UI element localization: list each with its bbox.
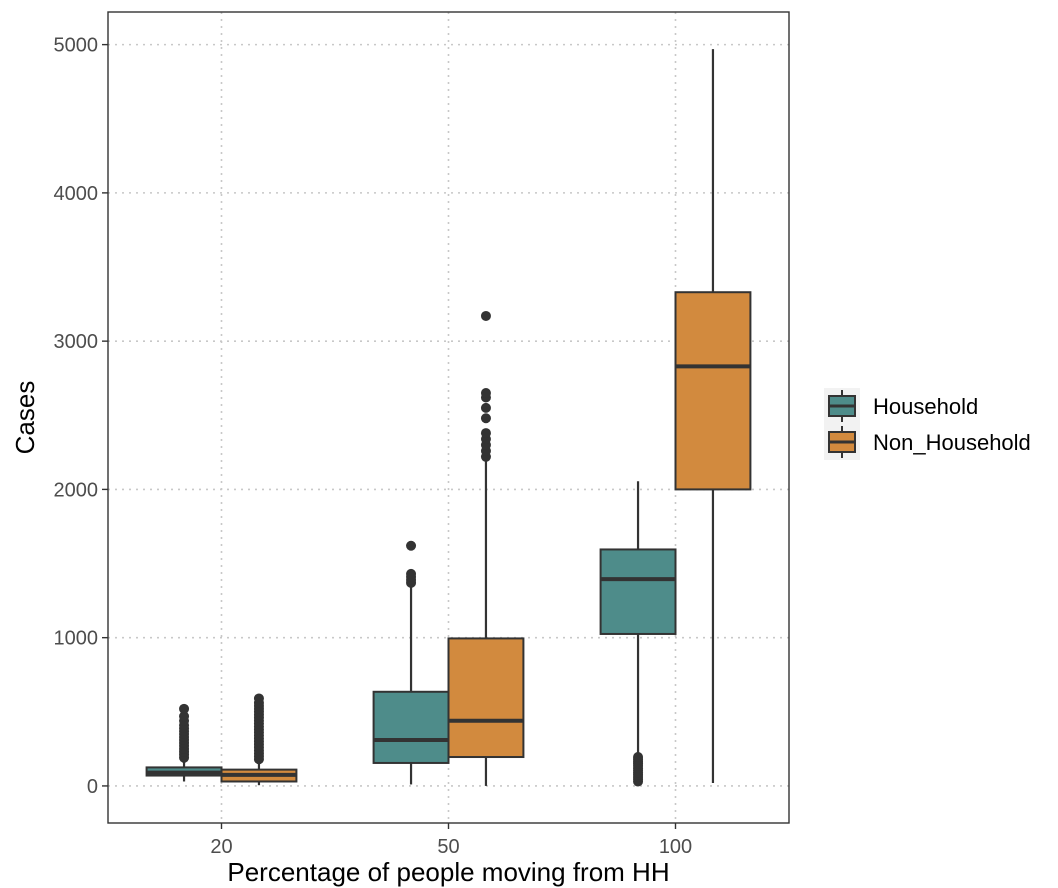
legend-label: Non_Household xyxy=(873,430,1031,455)
x-tick-label: 50 xyxy=(437,836,459,858)
y-axis-title: Cases xyxy=(10,381,40,455)
outlier-point xyxy=(480,413,491,424)
outlier-point xyxy=(406,540,417,551)
y-tick-label: 3000 xyxy=(54,331,99,353)
y-tick-label: 4000 xyxy=(54,183,99,205)
box-iqr xyxy=(599,548,677,635)
box-iqr xyxy=(372,690,450,764)
outlier-point xyxy=(480,310,491,321)
box-non_household-50 xyxy=(447,310,525,786)
box-iqr xyxy=(447,637,525,759)
y-tick-label: 2000 xyxy=(54,479,99,501)
outlier-point xyxy=(633,752,644,763)
box-household-100 xyxy=(599,481,677,787)
box-non_household-100 xyxy=(674,49,752,783)
y-tick-label: 1000 xyxy=(54,628,99,650)
outlier-point xyxy=(480,388,491,399)
box-series xyxy=(145,49,752,787)
outlier-point xyxy=(253,693,264,704)
legend-item-non-household: Non_Household xyxy=(824,424,1031,460)
x-axis-title: Percentage of people moving from HH xyxy=(227,857,669,887)
legend-label: Household xyxy=(873,394,978,419)
x-tick-label: 100 xyxy=(659,836,692,858)
axes: 0 1000 2000 3000 4000 5000 20 50 100 xyxy=(54,35,693,858)
outlier-point xyxy=(480,428,491,439)
x-tick-label: 20 xyxy=(210,836,232,858)
box-household-20 xyxy=(145,703,223,782)
y-tick-label: 0 xyxy=(87,776,98,798)
outlier-point xyxy=(480,402,491,413)
legend-item-household: Household xyxy=(824,388,978,424)
box-iqr xyxy=(674,291,752,491)
box-non_household-20 xyxy=(220,693,298,786)
box-household-50 xyxy=(372,540,450,785)
outlier-point xyxy=(406,568,417,579)
outlier-point xyxy=(179,703,190,714)
y-tick-label: 5000 xyxy=(54,35,99,57)
legend: Household Non_Household xyxy=(824,388,1031,460)
outlier-point xyxy=(179,711,190,722)
